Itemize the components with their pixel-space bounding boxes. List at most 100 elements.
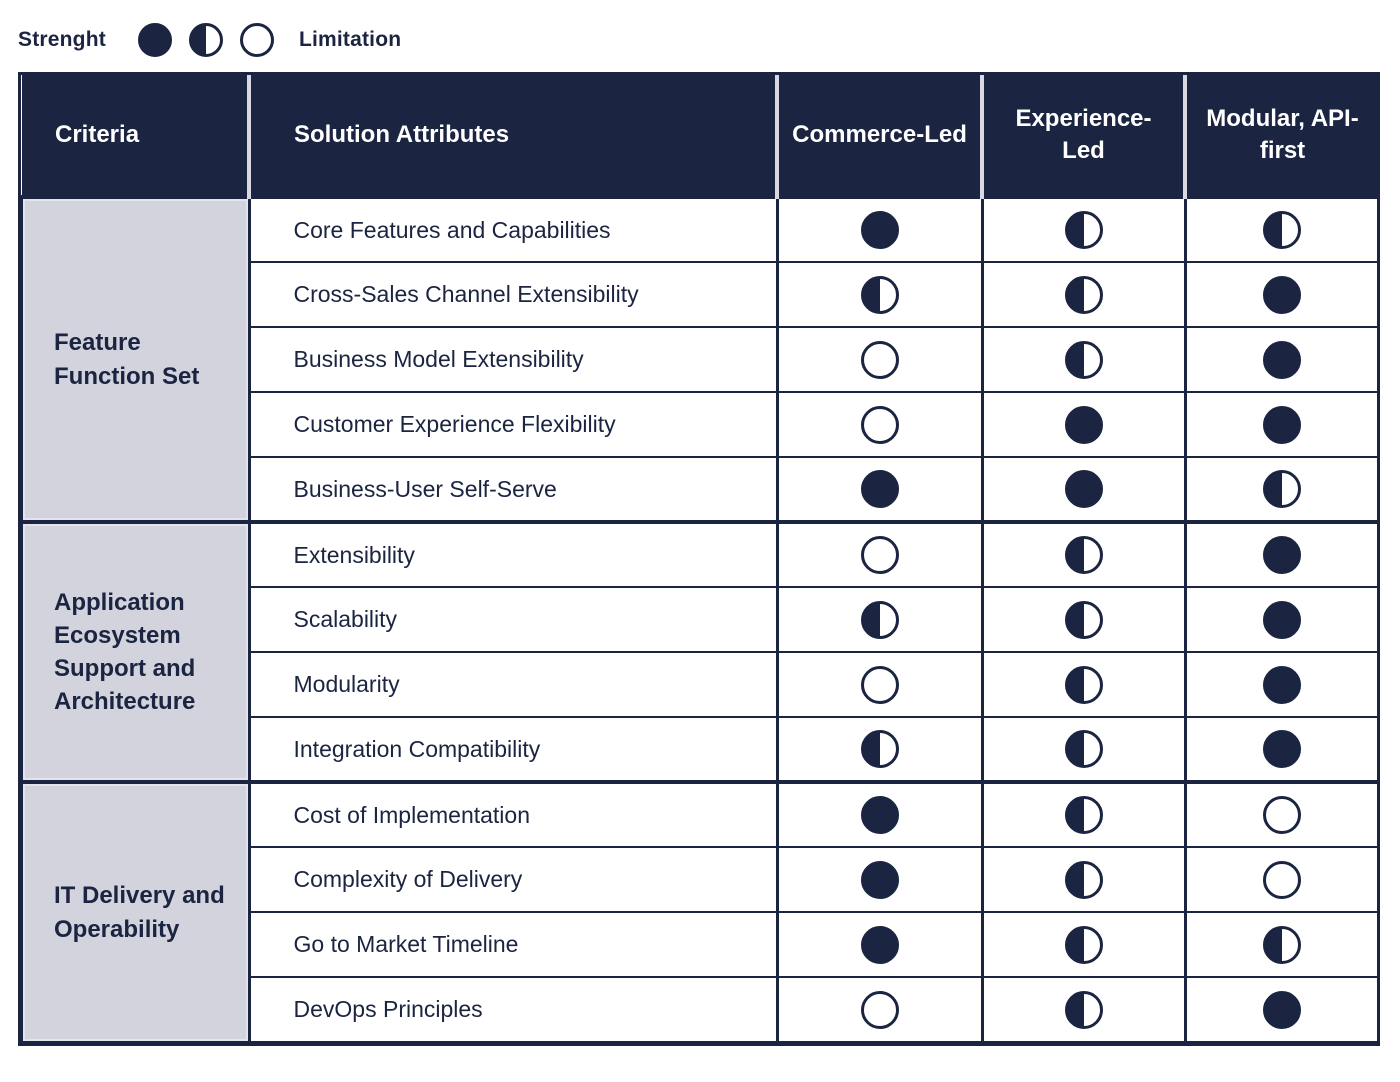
legend-icons: [137, 23, 274, 57]
rating-icon: [860, 600, 899, 639]
rating-cell: [1183, 586, 1379, 653]
rating-cell: [1183, 781, 1379, 848]
rating-cell: [980, 846, 1186, 913]
rating-icon: [860, 275, 899, 314]
table-row: Complexity of Delivery: [22, 846, 1379, 913]
rating-cell: [775, 586, 983, 653]
rating-icon: [1262, 990, 1301, 1029]
rating-cell: [775, 716, 983, 783]
rating-cell: [980, 456, 1186, 523]
table-header: Criteria Solution Attributes Commerce-Le…: [22, 75, 1378, 197]
attribute-cell: Modularity: [248, 651, 778, 718]
table-row: Cross-Sales Channel Extensibility: [22, 261, 1379, 328]
rating-icon: [860, 990, 899, 1029]
table-row: Application Ecosystem Support and Archit…: [21, 521, 1379, 783]
table-row: IT Delivery and Operability Cost of Impl…: [21, 781, 1379, 1043]
attribute-cell: Business-User Self-Serve: [248, 456, 778, 523]
rating-icon: [860, 536, 899, 574]
rating-cell: [1183, 196, 1379, 263]
rating-icon: [1262, 925, 1301, 964]
rating-cell: [1183, 456, 1379, 523]
rating-cell: [980, 586, 1186, 653]
rating-cell: [1183, 716, 1379, 783]
rating-icon: [1262, 536, 1301, 574]
rating-icon: [860, 665, 899, 704]
rating-cell: [1183, 976, 1379, 1043]
rating-cell: [980, 651, 1186, 718]
column-header-modular-api-first: Modular, API-first: [1183, 75, 1378, 197]
rating-icon: [1262, 730, 1301, 768]
table-row: Customer Experience Flexibility: [22, 391, 1379, 458]
rating-cell: [1183, 846, 1379, 913]
table-row: Feature Function Set Core Features and C…: [21, 196, 1379, 523]
rating-cell: [775, 456, 983, 523]
rating-cell: [980, 781, 1186, 848]
attribute-cell: Scalability: [248, 586, 778, 653]
rating-cell: [775, 391, 983, 458]
attribute-cell: Go to Market Timeline: [248, 911, 778, 978]
comparison-table-wrapper: Criteria Solution Attributes Commerce-Le…: [18, 72, 1380, 1046]
column-header-experience-led: Experience-Led: [980, 75, 1185, 197]
rating-cell: [775, 846, 983, 913]
legend: Strenght Limitation: [18, 21, 1400, 59]
table-row: Modularity: [22, 651, 1379, 718]
rating-cell: [980, 261, 1186, 328]
rating-icon: [1262, 211, 1301, 249]
rating-icon: [1262, 665, 1301, 704]
rating-icon: [1262, 600, 1301, 639]
rating-icon: [1262, 470, 1301, 508]
table-row: DevOps Principles: [22, 976, 1379, 1043]
rating-icon: [860, 470, 899, 508]
rating-cell: [980, 326, 1186, 393]
table-row: Business Model Extensibility: [22, 326, 1379, 393]
attribute-cell: DevOps Principles: [248, 976, 778, 1043]
attribute-cell: Core Features and Capabilities: [248, 196, 778, 263]
attribute-cell: Complexity of Delivery: [248, 846, 778, 913]
rating-icon: [1064, 600, 1103, 639]
rating-icon: [1262, 340, 1301, 379]
rating-cell: [1183, 911, 1379, 978]
section-feature-function-set: Feature Function Set Core Features and C…: [21, 196, 1379, 523]
rating-cell: [1183, 651, 1379, 718]
criteria-group-cell: Application Ecosystem Support and Archit…: [21, 521, 251, 783]
rating-cell: [1183, 521, 1379, 588]
limitation-icon: [239, 23, 274, 57]
attribute-cell: Business Model Extensibility: [248, 326, 778, 393]
table-row: Go to Market Timeline: [22, 911, 1379, 978]
rating-icon: [860, 730, 899, 768]
rating-cell: [1183, 391, 1379, 458]
rating-icon: [860, 925, 899, 964]
rating-icon: [1262, 796, 1301, 834]
rating-icon: [1064, 730, 1103, 768]
header-row: Criteria Solution Attributes Commerce-Le…: [22, 75, 1378, 197]
limitation-legend-label: Limitation: [298, 28, 402, 51]
attribute-cell: Integration Compatibility: [248, 716, 778, 783]
rating-icon: [1064, 211, 1103, 249]
rating-cell: [1183, 261, 1379, 328]
criteria-group-cell: IT Delivery and Operability: [21, 781, 251, 1043]
rating-cell: [980, 196, 1186, 263]
criteria-header: Criteria: [22, 75, 249, 197]
rating-cell: [980, 716, 1186, 783]
table-row: Business-User Self-Serve: [22, 456, 1379, 523]
partial-icon: [188, 23, 223, 57]
rating-icon: [860, 796, 899, 834]
rating-icon: [1262, 405, 1301, 444]
rating-icon: [1262, 275, 1301, 314]
table-row: Integration Compatibility: [22, 716, 1379, 783]
rating-icon: [1064, 860, 1103, 899]
attribute-cell: Customer Experience Flexibility: [248, 391, 778, 458]
rating-icon: [860, 405, 899, 444]
rating-icon: [1064, 796, 1103, 834]
rating-cell: [775, 326, 983, 393]
rating-icon: [860, 860, 899, 899]
rating-cell: [775, 521, 983, 588]
rating-icon: [1064, 665, 1103, 704]
rating-cell: [980, 391, 1186, 458]
rating-cell: [980, 521, 1186, 588]
attributes-header: Solution Attributes: [247, 75, 777, 197]
rating-cell: [775, 196, 983, 263]
strength-legend-label: Strenght: [18, 28, 106, 51]
rating-icon: [1064, 536, 1103, 574]
rating-icon: [1064, 470, 1103, 508]
